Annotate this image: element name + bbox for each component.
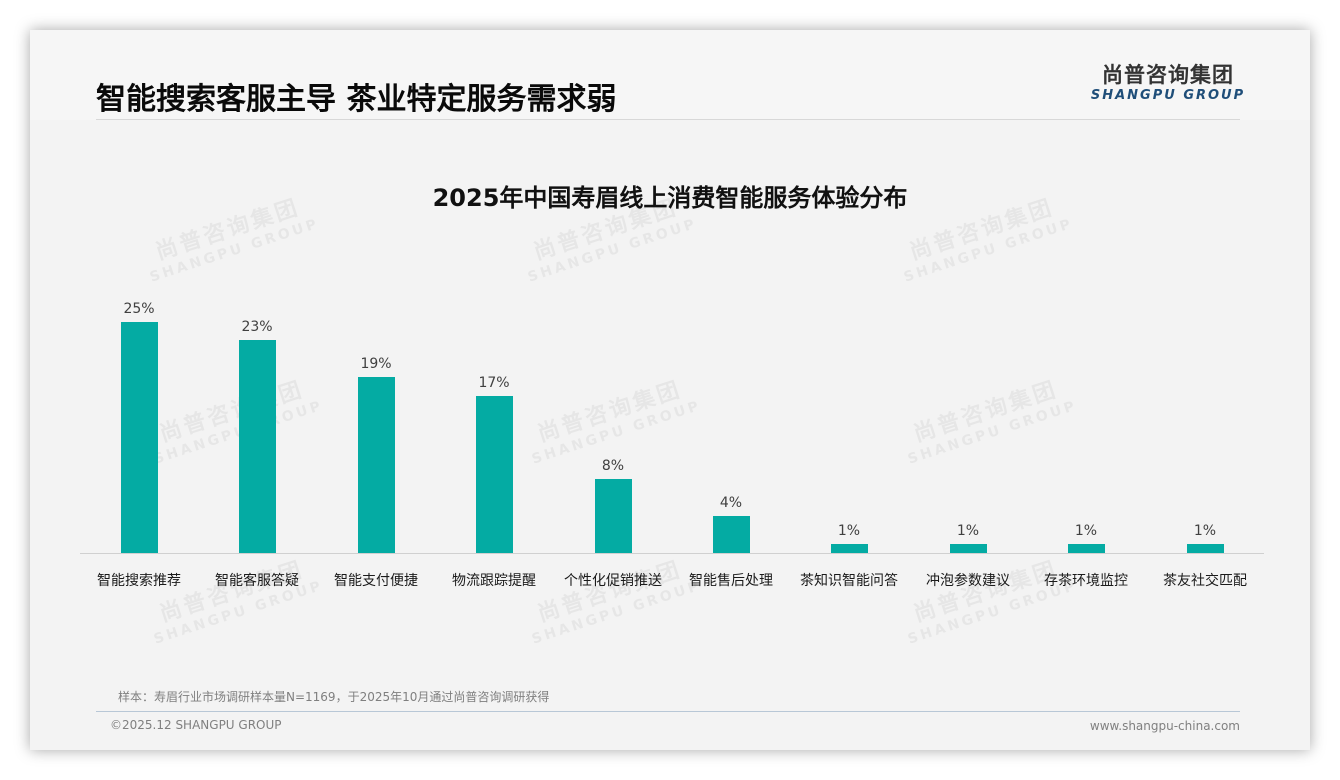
bar-group: 23%	[198, 290, 316, 554]
sample-note: 样本：寿眉行业市场调研样本量N=1169，于2025年10月通过尚普咨询调研获得	[118, 690, 550, 704]
bar-group: 25%	[80, 290, 198, 554]
header-band	[30, 30, 1310, 120]
logo-en-text: SHANGPU GROUP	[1090, 88, 1246, 103]
bar-group: 17%	[435, 290, 553, 554]
bar-value-label: 1%	[837, 523, 861, 539]
bar	[595, 479, 632, 553]
x-tick-label: 智能客服答疑	[215, 573, 299, 589]
bar-chart: 25% 23% 19% 17% 8% 4% 1% 1%	[80, 290, 1264, 554]
logo-cn-text: 尚普咨询集团	[1102, 63, 1234, 87]
x-axis-labels: 智能搜索推荐 智能客服答疑 智能支付便捷 物流跟踪提醒 个性化促销推送 智能售后…	[80, 570, 1264, 592]
title-divider	[96, 119, 1240, 120]
bar	[121, 322, 158, 553]
x-tick-label: 物流跟踪提醒	[452, 573, 536, 589]
watermark: 尚普咨询集团 SHANGPU GROUP	[905, 557, 1080, 648]
page-title: 智能搜索客服主导 茶业特定服务需求弱	[96, 82, 617, 117]
bar-group: 19%	[317, 290, 435, 554]
watermark: 尚普咨询集团 SHANGPU GROUP	[529, 557, 704, 648]
bar	[713, 516, 750, 553]
bar	[239, 340, 276, 553]
bar-group: 1%	[790, 290, 908, 554]
bar	[358, 377, 395, 553]
bar-value-label: 19%	[360, 356, 392, 372]
x-tick-label: 存茶环境监控	[1044, 573, 1128, 589]
bar	[831, 544, 868, 553]
bar-value-label: 17%	[478, 375, 510, 391]
website-link[interactable]: www.shangpu-china.com	[1089, 719, 1240, 733]
bar-value-label: 23%	[241, 319, 273, 335]
company-logo: 尚普咨询集团 SHANGPU GROUP	[1088, 62, 1248, 104]
x-tick-label: 冲泡参数建议	[926, 573, 1010, 589]
bar-group: 1%	[1146, 290, 1264, 554]
bar-group: 8%	[554, 290, 672, 554]
bar	[1187, 544, 1224, 553]
bar-value-label: 1%	[1193, 523, 1217, 539]
x-tick-label: 个性化促销推送	[564, 573, 662, 589]
copyright: ©2025.12 SHANGPU GROUP	[110, 718, 282, 732]
x-tick-label: 智能搜索推荐	[97, 573, 181, 589]
bar	[950, 544, 987, 553]
bar-value-label: 1%	[956, 523, 980, 539]
bar-group: 4%	[672, 290, 790, 554]
x-tick-label: 智能支付便捷	[334, 573, 418, 589]
chart-title: 2025年中国寿眉线上消费智能服务体验分布	[432, 184, 908, 212]
bar-group: 1%	[909, 290, 1027, 554]
footer-divider	[96, 711, 1240, 712]
x-tick-label: 茶友社交匹配	[1163, 573, 1247, 589]
x-tick-label: 茶知识智能问答	[800, 573, 898, 589]
bar-group: 1%	[1027, 290, 1145, 554]
bar-value-label: 8%	[601, 458, 625, 474]
x-axis-line	[80, 553, 1264, 554]
watermark: 尚普咨询集团 SHANGPU GROUP	[151, 557, 326, 648]
slide: 智能搜索客服主导 茶业特定服务需求弱 尚普咨询集团 SHANGPU GROUP …	[30, 30, 1310, 750]
bar-value-label: 4%	[719, 495, 743, 511]
bar-value-label: 1%	[1074, 523, 1098, 539]
x-tick-label: 智能售后处理	[689, 573, 773, 589]
bar	[1068, 544, 1105, 553]
bar-value-label: 25%	[123, 301, 155, 317]
bar	[476, 396, 513, 553]
